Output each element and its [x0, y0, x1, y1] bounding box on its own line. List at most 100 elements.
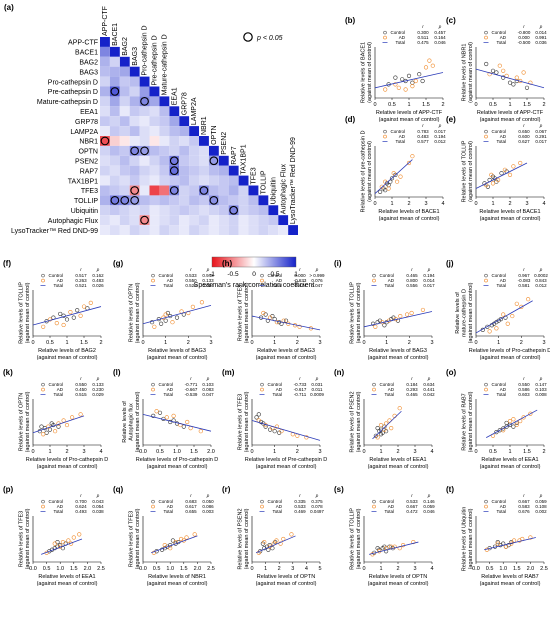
legend-marker-control	[260, 499, 264, 504]
ad-point	[379, 184, 384, 189]
heatmap-cell	[129, 76, 140, 87]
x-axis-label: Relative levels of OPTN	[369, 574, 427, 580]
stats-p: 0.017	[434, 129, 446, 134]
heatmap-row-label: TOLLIP	[74, 198, 98, 205]
heatmap-cell	[159, 145, 170, 156]
x-axis-label: (against mean of control)	[256, 355, 317, 361]
significance-marker	[130, 146, 139, 156]
x-tick-label: 2	[441, 102, 444, 108]
ad-point	[487, 72, 492, 77]
heatmap-cell	[109, 76, 120, 87]
stats-r: -0.800	[518, 30, 531, 35]
heatmap-cell	[129, 96, 140, 107]
x-tick-label: 0	[373, 102, 376, 108]
heatmap-cell	[169, 215, 180, 226]
y-axis-label: (against mean of control)	[244, 391, 250, 452]
ad-point	[503, 544, 509, 549]
stats-p: 0.103	[202, 382, 214, 387]
x-tick-label: 0	[474, 449, 477, 455]
x-tick-label: 2	[542, 102, 545, 108]
heatmap-cell	[208, 155, 219, 166]
stats-header-p: p	[539, 493, 543, 498]
heatmap-cell	[129, 215, 140, 226]
stats-p: 0.103	[535, 387, 547, 392]
control-point	[378, 432, 384, 437]
heatmap-cell	[179, 136, 190, 146]
stats-r: 0.603	[518, 392, 530, 397]
stats-group: AD	[399, 134, 406, 139]
regression-line	[475, 300, 533, 334]
ad-point	[505, 321, 510, 326]
heatmap-cell	[238, 175, 249, 186]
heatmap-cell	[199, 165, 209, 176]
x-axis-label: (against mean of control)	[379, 216, 440, 222]
x-axis-label: (against mean of control)	[368, 581, 429, 587]
x-tick-label: 1.0	[173, 449, 181, 455]
heatmap-cell	[199, 185, 209, 196]
x-tick-label: 1	[385, 340, 388, 346]
heatmap-cell	[208, 225, 219, 235]
heatmap-cell	[169, 116, 180, 127]
stats-group: AD	[167, 504, 174, 509]
heatmap-cell	[169, 205, 180, 216]
ad-point	[383, 179, 388, 184]
significance-marker	[120, 196, 130, 205]
stats-header-r: r	[190, 267, 192, 272]
legend-marker-ad	[41, 387, 45, 392]
y-axis-label: (against mean of control)	[135, 282, 141, 343]
x-tick-label: 1	[497, 340, 500, 346]
heatmap-cell	[258, 225, 269, 235]
heatmap-cell	[100, 195, 110, 206]
control-point	[163, 318, 168, 323]
ad-point	[386, 186, 391, 191]
control-point	[499, 171, 504, 176]
heatmap-cell	[159, 215, 170, 226]
ad-point	[528, 411, 533, 416]
legend-marker-ad	[484, 504, 488, 509]
ad-point	[404, 312, 410, 317]
heatmap-cell	[100, 46, 110, 57]
x-tick-label: 1.5	[180, 566, 188, 572]
panel-label: (h)	[222, 259, 233, 268]
x-tick-label: 4	[441, 201, 444, 207]
heatmap-cell	[189, 165, 199, 176]
x-tick-label: 0	[362, 449, 365, 455]
x-tick-label: 4	[430, 566, 433, 572]
control-point	[256, 412, 261, 417]
stats-p: 0.014	[423, 278, 435, 283]
ad-point	[423, 65, 429, 70]
legend-marker-control	[484, 499, 488, 504]
stats-group: AD	[276, 387, 283, 392]
stats-group: Total	[163, 392, 173, 397]
ad-point	[411, 539, 416, 545]
significance-marker	[100, 136, 110, 146]
x-tick-label: 2	[396, 449, 399, 455]
stats-group: Control	[48, 382, 63, 387]
heatmap-cell	[159, 136, 170, 146]
x-tick-label: 1	[379, 449, 382, 455]
ad-point	[61, 322, 66, 328]
heatmap-col-label: TAX1BP1	[241, 144, 248, 174]
ad-point	[406, 160, 412, 166]
legend-marker-control	[41, 382, 45, 387]
stats-p: 0.017	[535, 139, 547, 144]
stats-group: AD	[500, 504, 507, 509]
heatmap-cell	[149, 225, 160, 235]
heatmap-col-label: TFE3	[251, 167, 258, 184]
x-tick-label: 1.0	[499, 566, 507, 572]
y-axis-label: Relative levels of OPTN	[129, 284, 135, 342]
ad-point	[192, 532, 197, 537]
panel-label-a: (a)	[4, 3, 14, 12]
stats-r: 0.667	[406, 504, 418, 509]
regression-line	[142, 413, 212, 432]
ad-point	[47, 317, 53, 322]
y-axis-label: (against mean of control)	[244, 508, 250, 569]
x-tick-label: 2	[187, 340, 190, 346]
heatmap-cell	[228, 175, 239, 186]
x-tick-label: 1	[65, 340, 68, 346]
heatmap-cell	[109, 116, 120, 127]
heatmap-cell	[189, 175, 199, 186]
heatmap-cell	[149, 96, 160, 107]
